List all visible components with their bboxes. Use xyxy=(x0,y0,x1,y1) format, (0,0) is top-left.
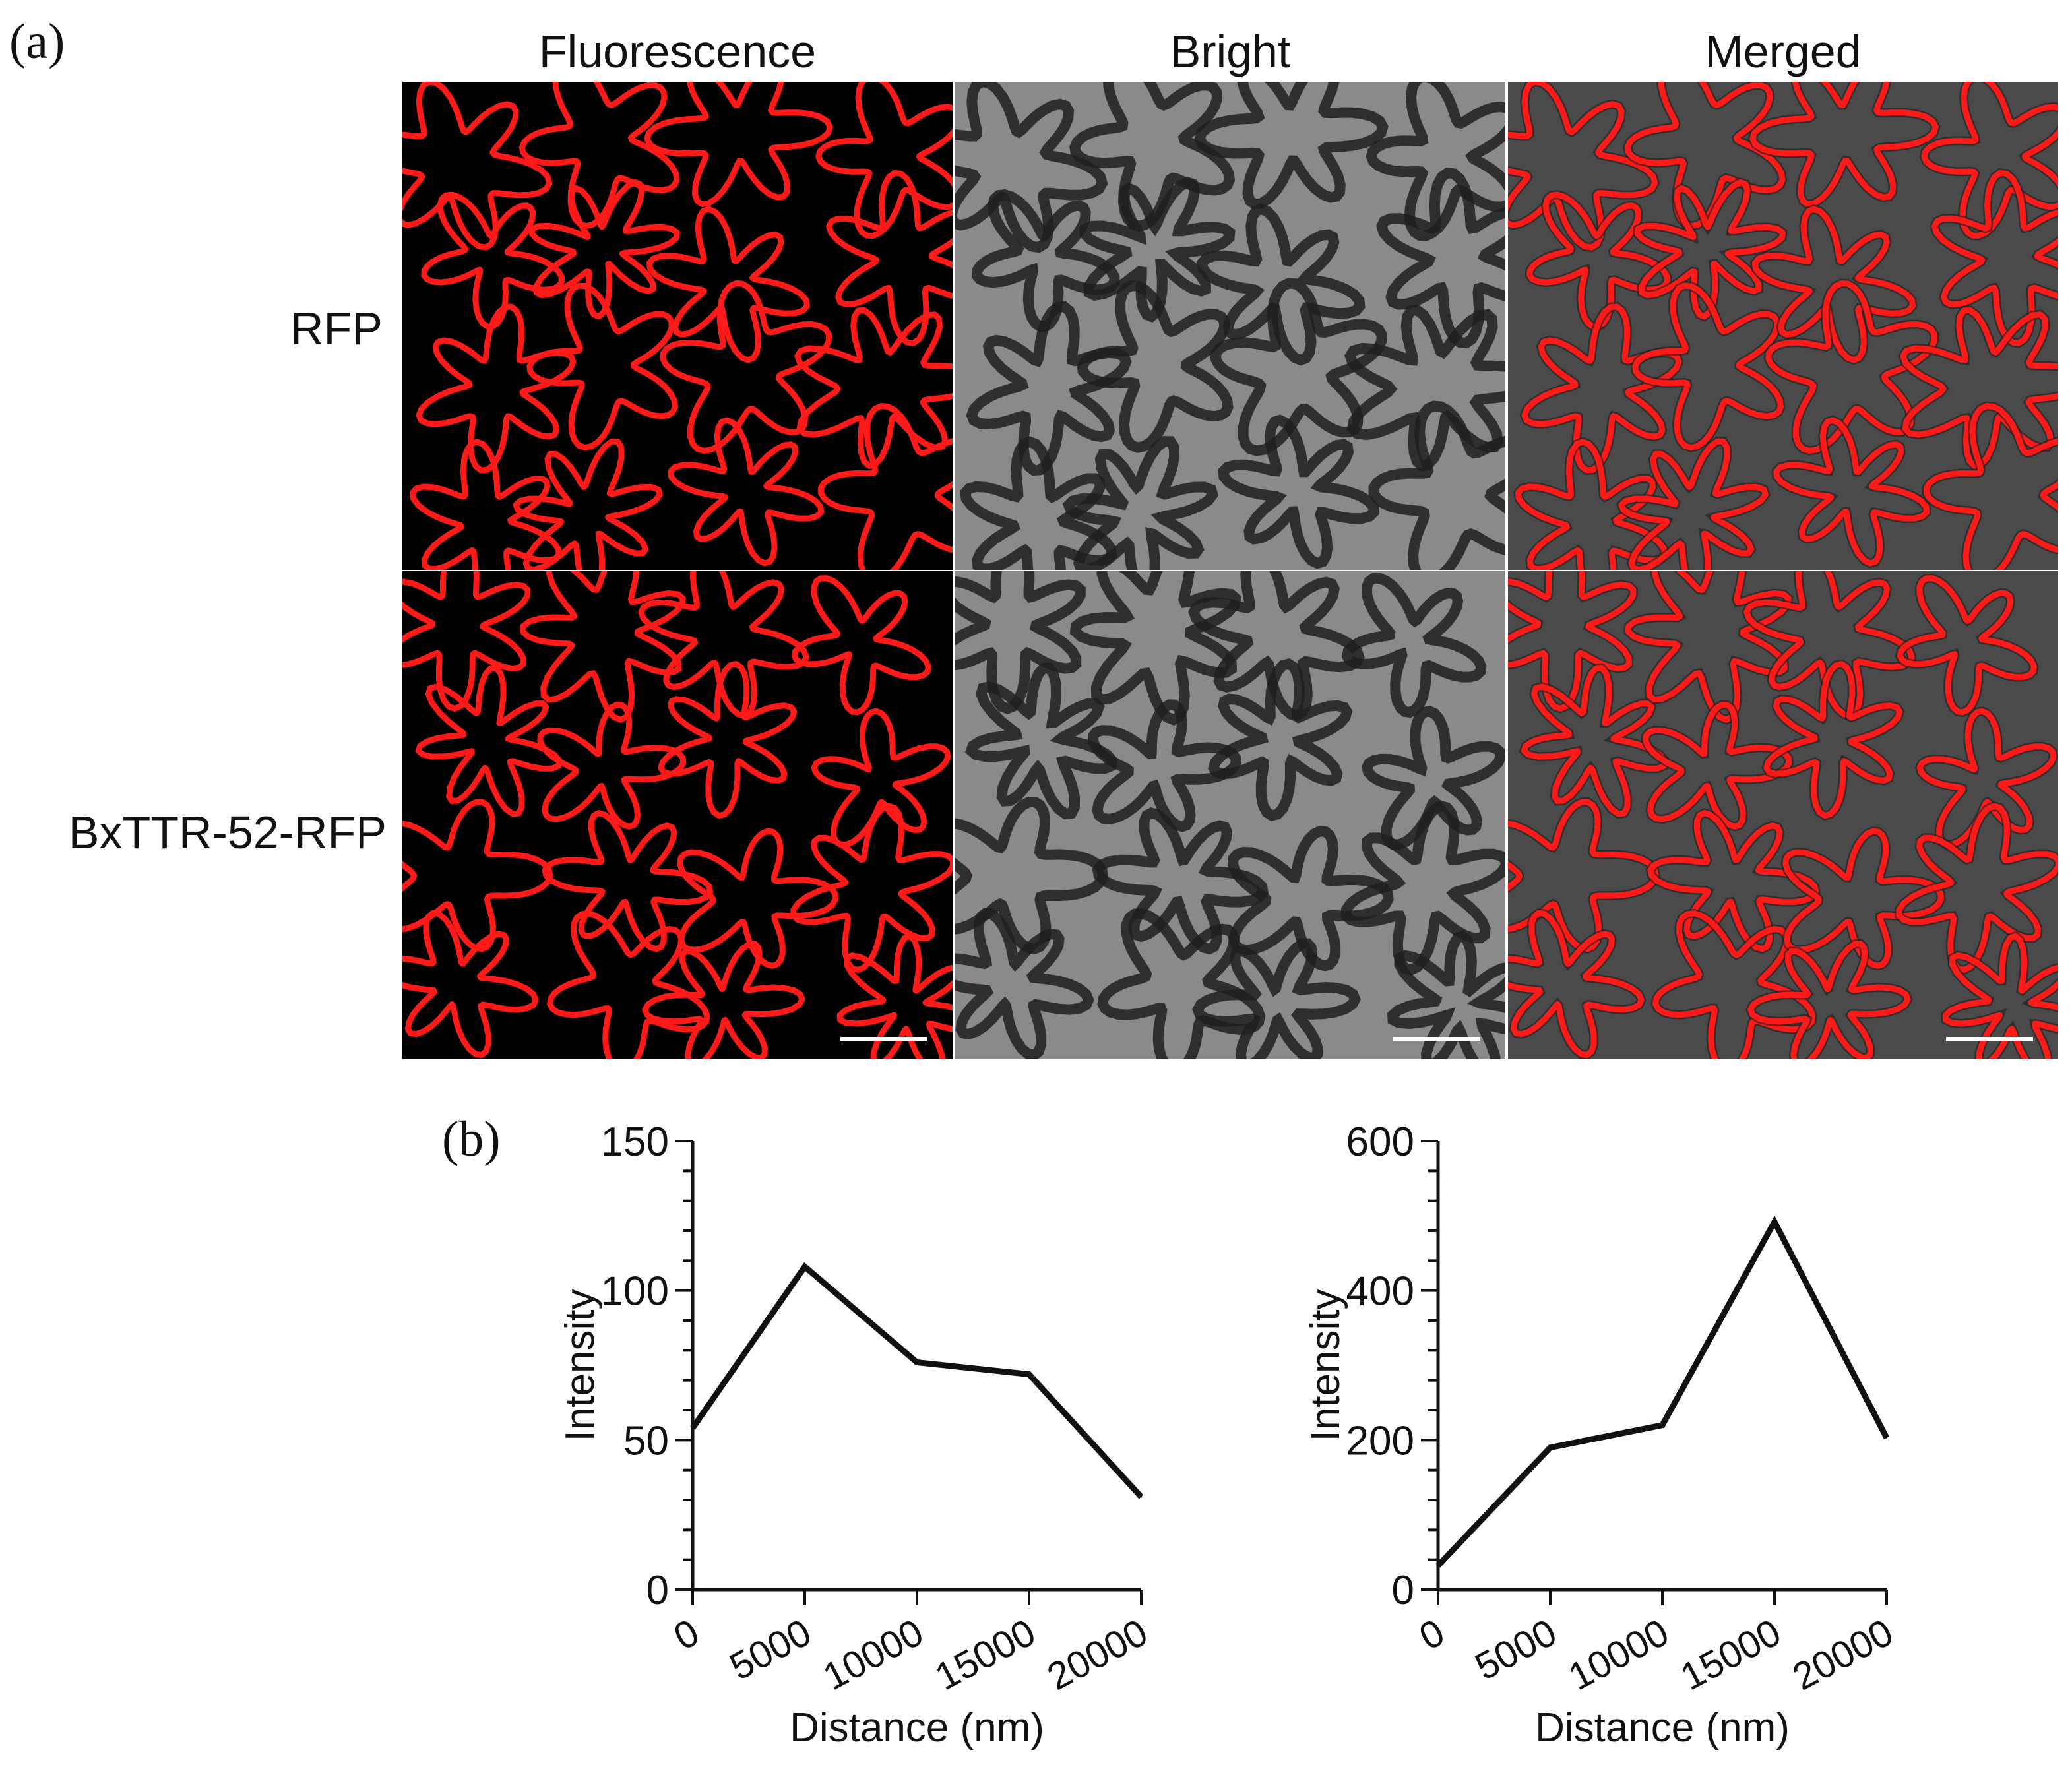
y-tick-label: 50 xyxy=(623,1418,669,1464)
micrograph-fluorescence-rfp xyxy=(402,82,953,570)
y-tick-label: 200 xyxy=(1346,1418,1414,1464)
x-tick-label: 0 xyxy=(667,1611,706,1659)
scale-bar xyxy=(1393,1037,1480,1041)
panel-a-label: (a) xyxy=(9,14,65,69)
y-axis-label: Intensity xyxy=(557,1289,603,1442)
y-axis-label: Intensity xyxy=(1303,1289,1348,1442)
data-point xyxy=(804,1266,805,1268)
column-title-bright: Bright xyxy=(1170,26,1291,77)
x-tick-label: 0 xyxy=(1412,1611,1451,1659)
y-tick-label: 600 xyxy=(1346,1119,1414,1165)
y-tick-label: 0 xyxy=(646,1568,669,1613)
micrograph-fluorescence-bxttr52-rfp xyxy=(402,571,953,1059)
x-axis-label: Distance (nm) xyxy=(790,1705,1044,1751)
intensity-profile-chart-rfp: 0 50 100 150 0 5000 10000 15000 20000 Distance (n… xyxy=(528,1115,1187,1764)
x-tick-label: 10000 xyxy=(1561,1611,1676,1698)
y-tick-label: 150 xyxy=(601,1119,669,1165)
x-tick-label: 5000 xyxy=(1468,1611,1563,1689)
scale-bar xyxy=(840,1037,927,1041)
y-tick-label: 100 xyxy=(601,1269,669,1315)
scale-bar xyxy=(1946,1037,2033,1041)
data-point xyxy=(1437,1565,1439,1566)
micrograph-merged-rfp xyxy=(1508,82,2058,570)
x-tick-label: 10000 xyxy=(816,1611,930,1698)
column-title-merged: Merged xyxy=(1705,26,1862,77)
micrograph-bright-bxttr52-rfp xyxy=(955,571,1505,1059)
data-point xyxy=(1662,1424,1663,1426)
x-tick-label: 20000 xyxy=(1786,1611,1900,1698)
row-label-bxttr52-rfp: BxTTR-52-RFP xyxy=(68,807,387,858)
x-tick-label: 20000 xyxy=(1040,1611,1154,1698)
x-tick-label: 5000 xyxy=(723,1611,818,1689)
x-axis-label: Distance (nm) xyxy=(1535,1705,1790,1751)
micrograph-bright-rfp xyxy=(955,82,1505,570)
intensity-profile-chart-bxttr52: 0 200 400 600 0 5000 10000 15000 20000 Distance (… xyxy=(1273,1115,1933,1764)
y-tick-label: 0 xyxy=(1392,1568,1414,1613)
series-line xyxy=(690,1262,1144,1499)
series-line xyxy=(1435,1215,1889,1568)
data-point xyxy=(1028,1373,1030,1375)
data-point xyxy=(916,1361,918,1363)
row-label-rfp: RFP xyxy=(290,303,383,354)
x-tick-label: 15000 xyxy=(928,1611,1042,1698)
micrograph-merged-bxttr52-rfp xyxy=(1508,571,2058,1059)
data-point xyxy=(692,1427,693,1429)
data-point xyxy=(1550,1446,1551,1448)
y-tick-label: 400 xyxy=(1346,1269,1414,1315)
panel-b-label: (b) xyxy=(442,1111,501,1167)
data-point xyxy=(1774,1221,1775,1223)
x-tick-label: 15000 xyxy=(1674,1611,1788,1698)
data-point xyxy=(1886,1437,1887,1439)
data-point xyxy=(1141,1496,1142,1498)
column-title-fluorescence: Fluorescence xyxy=(538,26,817,77)
